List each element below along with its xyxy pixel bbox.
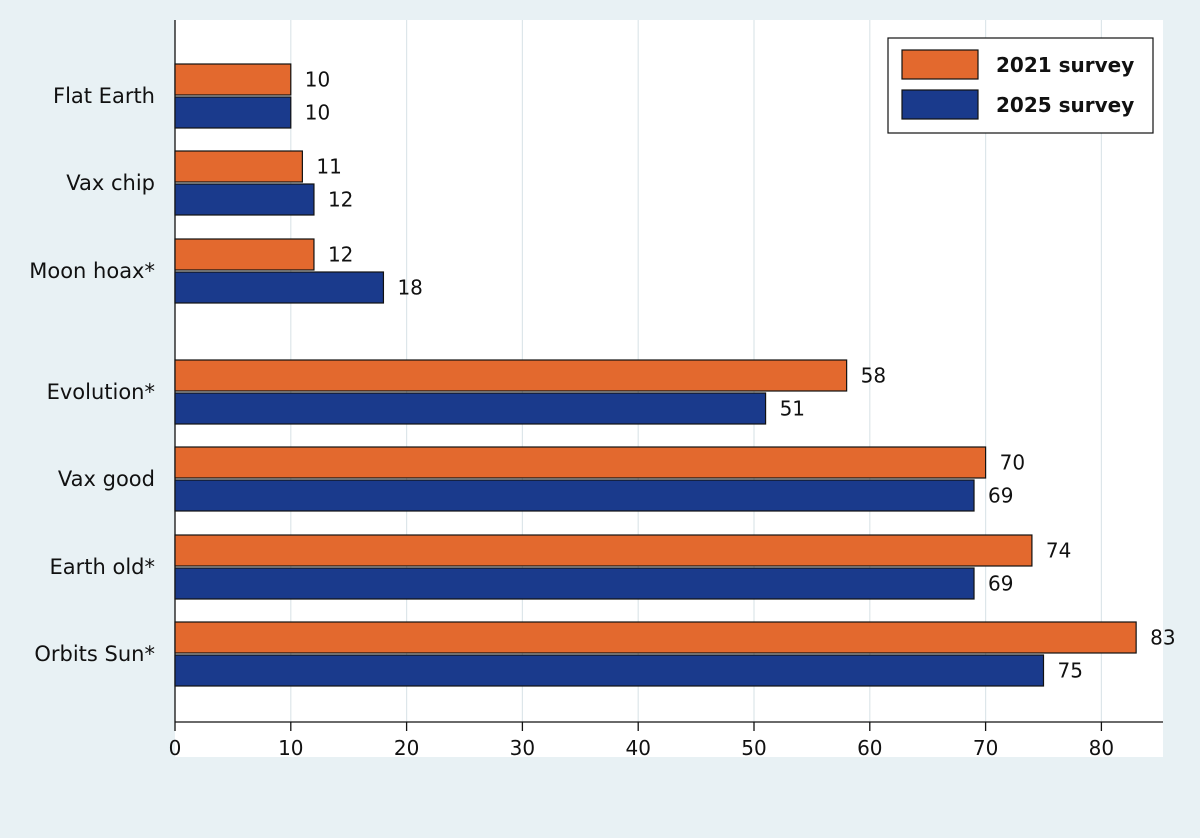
bar-moon-hoax-2025 — [174, 271, 385, 304]
bar-earth-old-2021 — [174, 534, 1033, 567]
bar-vax-good-2021 — [174, 446, 987, 479]
bar-flat-earth-2025 — [174, 96, 292, 129]
category-label-vax-chip: Vax chip — [66, 171, 155, 195]
x-tick-label-20: 20 — [394, 736, 419, 760]
data-label-vax-chip-2021: 11 — [316, 155, 341, 179]
category-label-flat-earth: Flat Earth — [53, 84, 155, 108]
bar-orbits-sun-2021 — [174, 621, 1137, 654]
bar-moon-hoax-2021 — [174, 238, 315, 271]
category-label-vax-good: Vax good — [58, 467, 155, 491]
data-label-vax-good-2025: 69 — [988, 484, 1013, 508]
bar-earth-old-2025 — [174, 567, 975, 600]
data-label-flat-earth-2025: 10 — [305, 101, 330, 125]
category-label-evolution: Evolution* — [47, 380, 155, 404]
bar-evolution-2025 — [174, 392, 767, 425]
bar-orbits-sun-2025 — [174, 654, 1045, 687]
data-label-evolution-2021: 58 — [861, 364, 886, 388]
category-label-moon-hoax: Moon hoax* — [29, 259, 155, 283]
x-tick-label-70: 70 — [973, 736, 998, 760]
x-tick-label-10: 10 — [278, 736, 303, 760]
data-label-orbits-sun-2021: 83 — [1150, 626, 1175, 650]
data-label-moon-hoax-2025: 18 — [397, 276, 422, 300]
bar-vax-chip-2025 — [174, 183, 315, 216]
bar-vax-good-2025 — [174, 479, 975, 512]
bar-vax-chip-2021 — [174, 150, 303, 183]
data-label-orbits-sun-2025: 75 — [1058, 659, 1083, 683]
bar-evolution-2021 — [174, 359, 848, 392]
data-label-flat-earth-2021: 10 — [305, 68, 330, 92]
x-tick-label-0: 0 — [169, 736, 182, 760]
legend-swatch-2021 — [901, 49, 979, 80]
data-label-moon-hoax-2021: 12 — [328, 243, 353, 267]
data-label-vax-good-2021: 70 — [1000, 451, 1025, 475]
data-label-earth-old-2025: 69 — [988, 572, 1013, 596]
x-tick-label-30: 30 — [510, 736, 535, 760]
category-label-orbits-sun: Orbits Sun* — [34, 642, 155, 666]
legend-label-2021: 2021 survey — [996, 53, 1134, 77]
data-label-evolution-2025: 51 — [780, 397, 805, 421]
legend-swatch-2025 — [901, 89, 979, 120]
category-label-earth-old: Earth old* — [49, 555, 155, 579]
x-tick-label-60: 60 — [857, 736, 882, 760]
x-tick-label-80: 80 — [1089, 736, 1114, 760]
x-tick-label-50: 50 — [741, 736, 766, 760]
data-label-earth-old-2021: 74 — [1046, 539, 1071, 563]
legend-label-2025: 2025 survey — [996, 93, 1134, 117]
data-label-vax-chip-2025: 12 — [328, 188, 353, 212]
x-tick-label-40: 40 — [625, 736, 650, 760]
bar-flat-earth-2021 — [174, 63, 292, 96]
